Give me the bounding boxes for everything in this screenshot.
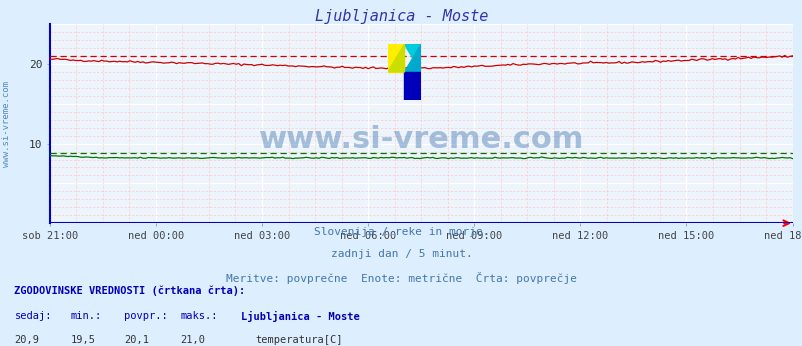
Text: Slovenija / reke in morje.: Slovenija / reke in morje. <box>314 227 488 237</box>
Bar <box>387 44 404 72</box>
Text: www.si-vreme.com: www.si-vreme.com <box>258 125 583 154</box>
Text: ZGODOVINSKE VREDNOSTI (črtkana črta):: ZGODOVINSKE VREDNOSTI (črtkana črta): <box>14 285 245 296</box>
Text: www.si-vreme.com: www.si-vreme.com <box>2 81 11 167</box>
Polygon shape <box>404 44 421 72</box>
Text: 20,9: 20,9 <box>14 335 39 345</box>
Polygon shape <box>387 44 404 72</box>
Polygon shape <box>404 44 421 72</box>
Text: maks.:: maks.: <box>180 311 218 321</box>
Text: Meritve: povprečne  Enote: metrične  Črta: povprečje: Meritve: povprečne Enote: metrične Črta:… <box>225 272 577 284</box>
Text: 20,1: 20,1 <box>124 335 149 345</box>
Text: zadnji dan / 5 minut.: zadnji dan / 5 minut. <box>330 249 472 259</box>
Text: Ljubljanica - Moste: Ljubljanica - Moste <box>314 9 488 24</box>
Text: min.:: min.: <box>71 311 102 321</box>
Text: sedaj:: sedaj: <box>14 311 52 321</box>
Text: 19,5: 19,5 <box>71 335 95 345</box>
Bar <box>404 72 421 100</box>
Text: povpr.:: povpr.: <box>124 311 168 321</box>
Text: Ljubljanica - Moste: Ljubljanica - Moste <box>241 311 359 322</box>
Text: temperatura[C]: temperatura[C] <box>255 335 342 345</box>
Text: 21,0: 21,0 <box>180 335 205 345</box>
